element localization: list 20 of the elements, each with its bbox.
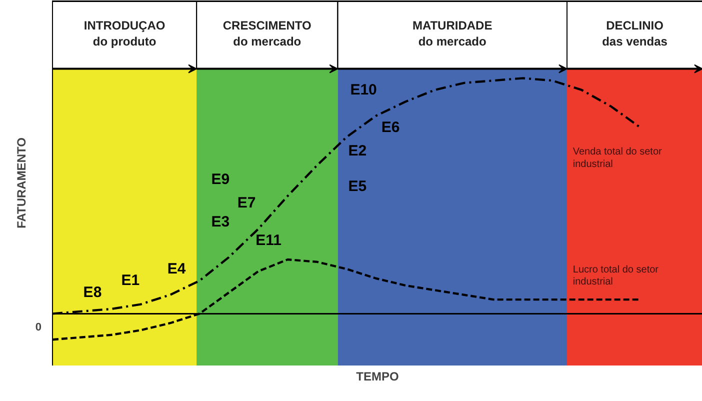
annotation: E5 (348, 178, 367, 196)
annotation: E3 (211, 213, 230, 230)
annotation: E7 (237, 194, 256, 212)
text: MATURIDADE do mercado (412, 18, 492, 49)
annotation: E11 (256, 232, 282, 250)
text: INTRODUÇAO do produto (84, 18, 166, 49)
text: CRESCIMENTO do mercado (222, 18, 312, 49)
y-axis-title: FATURAMENTO (14, 138, 28, 228)
text: Venda total do setor industrial (572, 146, 663, 170)
x-axis-title: TEMPO (356, 370, 399, 384)
annotation: 0 (35, 322, 42, 334)
annotation: E10 (350, 81, 377, 98)
annotation: E9 (211, 170, 230, 188)
text: DECLINIO das vendas (602, 18, 668, 49)
series-label: Lucro total do setor industrial (572, 264, 660, 288)
annotation: E6 (381, 119, 400, 136)
annotation: E2 (348, 142, 367, 160)
annotation: E8 (83, 284, 102, 301)
annotation: E1 (121, 272, 140, 290)
annotation: E4 (167, 260, 186, 278)
